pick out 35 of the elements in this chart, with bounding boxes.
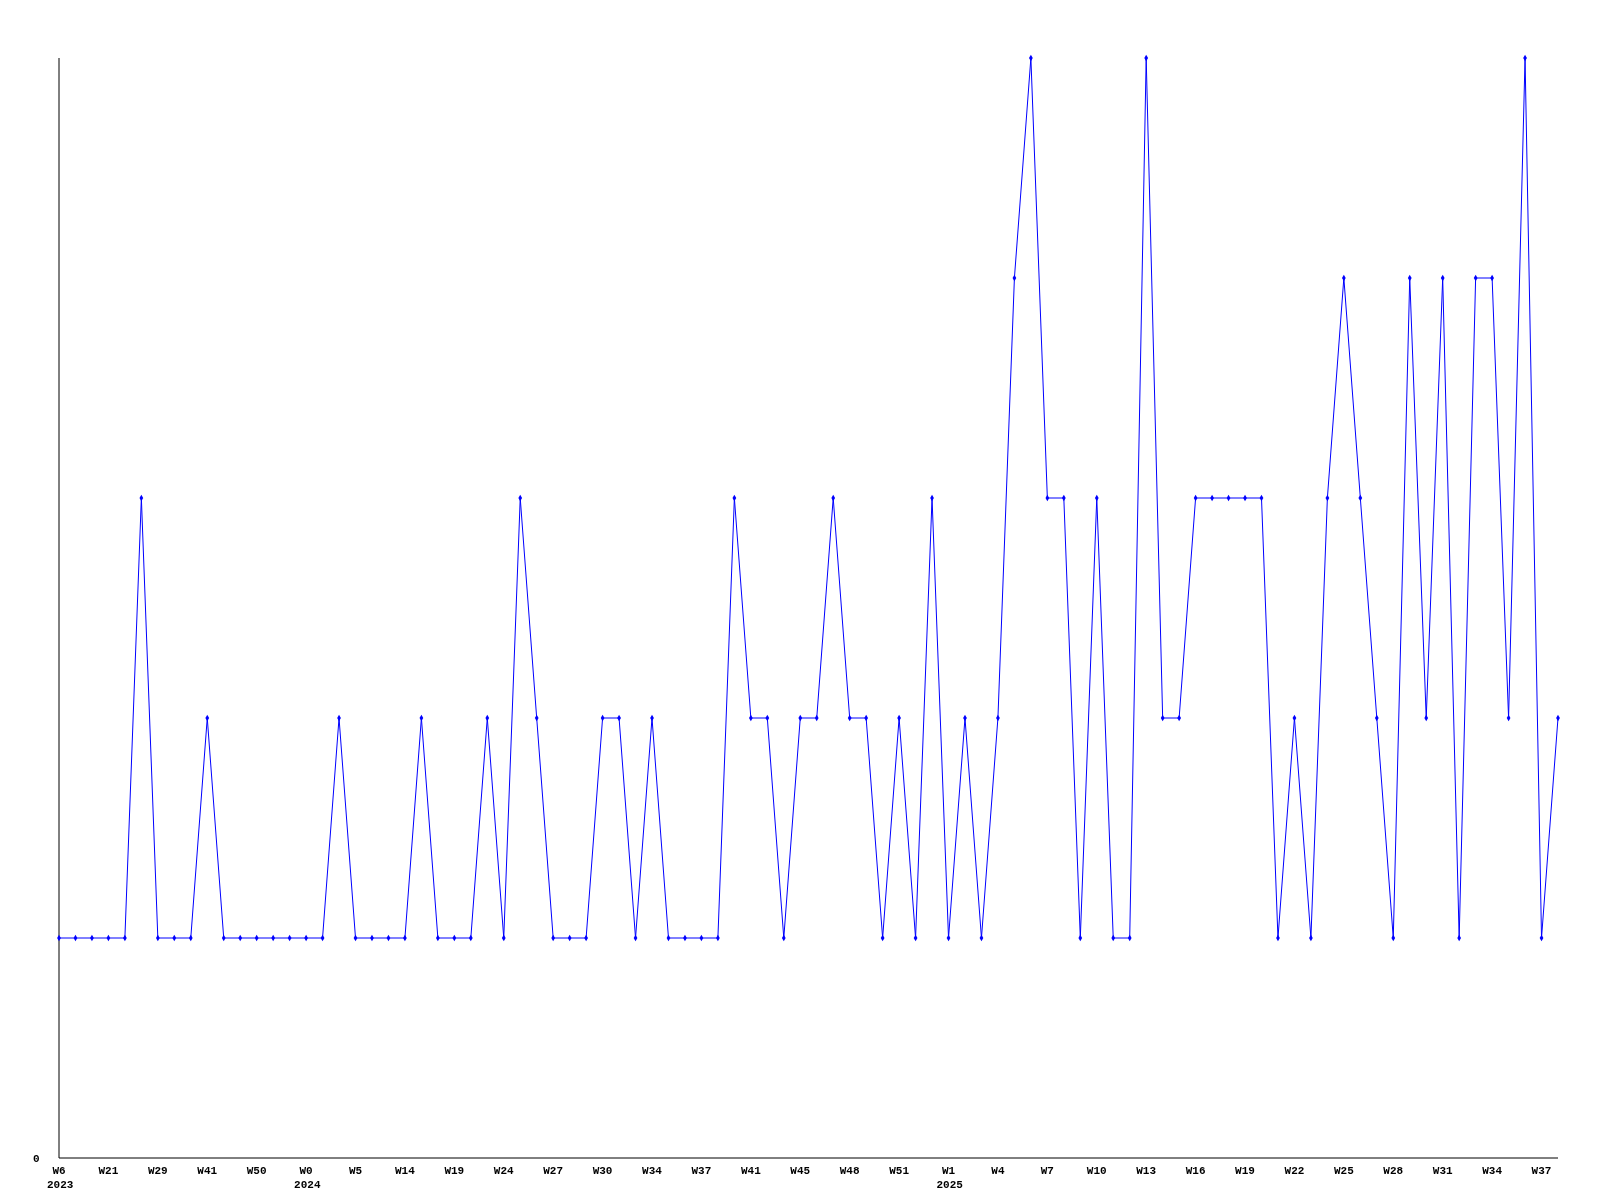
x-tick-label: W16: [1185, 1165, 1206, 1177]
x-tick-label: W5: [348, 1165, 363, 1177]
x-tick-label: W37: [691, 1165, 712, 1177]
x-tick-label: W27: [543, 1165, 564, 1177]
x-tick-label: W10: [1086, 1165, 1107, 1177]
x-tick-label: W51: [889, 1165, 910, 1177]
x-tick-label: W4: [991, 1165, 1005, 1177]
x-tick-label: W24: [493, 1165, 515, 1177]
x-tick-label: W13: [1136, 1165, 1157, 1177]
x-tick-label: W41: [740, 1165, 762, 1177]
x-tick-label: W29: [147, 1165, 168, 1177]
x-tick-label: W31: [1432, 1165, 1453, 1177]
x-tick-label: W19: [1235, 1165, 1255, 1177]
x-tick-label: W48: [839, 1165, 860, 1177]
x-tick-label: W22: [1284, 1165, 1305, 1177]
x-tick-label: W28: [1383, 1165, 1404, 1177]
x-tick-label: W37: [1531, 1165, 1552, 1177]
x-tick-label: W7: [1040, 1165, 1054, 1177]
text: 2025: [936, 1179, 964, 1191]
x-tick-label: W34: [1482, 1165, 1503, 1177]
x-tick-label: W34: [642, 1165, 663, 1177]
x-tick-label: W21: [98, 1165, 119, 1177]
x-tick-label: W30: [592, 1165, 613, 1177]
text: 2024: [294, 1179, 321, 1191]
x-tick-label: W19: [444, 1165, 465, 1177]
x-tick-label: W45: [790, 1165, 811, 1177]
x-tick-label: W0: [299, 1165, 313, 1177]
text: 0: [33, 1153, 40, 1165]
x-tick-label: W14: [395, 1165, 416, 1177]
x-tick-label: W1: [941, 1165, 956, 1177]
x-tick-label: W50: [246, 1165, 267, 1177]
x-tick-label: W6: [52, 1165, 66, 1177]
x-tick-label: W41: [197, 1165, 218, 1177]
text: 2023: [47, 1179, 74, 1191]
x-tick-label: W25: [1333, 1165, 1355, 1177]
